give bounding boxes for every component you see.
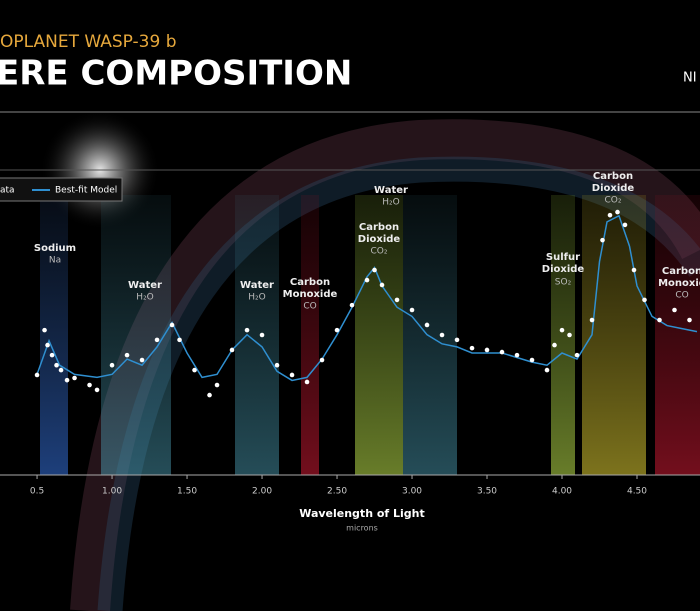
data-point — [42, 327, 47, 333]
data-point — [529, 357, 535, 363]
data-point — [589, 317, 595, 323]
annotation-formula: H₂O — [382, 198, 399, 208]
data-point — [244, 327, 250, 333]
annotation: Dioxide — [592, 183, 635, 194]
annotation: Sodium — [34, 243, 76, 254]
annotation: Water — [374, 185, 408, 196]
data-point — [544, 367, 550, 373]
kicker: OPLANET WASP-39 b — [0, 32, 177, 52]
data-point — [514, 352, 520, 358]
annotation-formula: CO₂ — [605, 196, 622, 206]
data-point — [499, 349, 505, 355]
data-point — [469, 345, 475, 351]
data-point — [600, 237, 605, 243]
x-axis-label: Wavelength of Light — [299, 507, 425, 520]
x-tick-label: 1.50 — [177, 487, 197, 497]
data-point — [364, 277, 370, 283]
x-tick-label: 4.00 — [552, 487, 572, 497]
data-point — [559, 327, 565, 333]
data-point — [394, 297, 400, 303]
data-point — [259, 332, 265, 338]
data-point — [607, 212, 613, 218]
annotation: Water — [128, 280, 162, 291]
annotation-formula: H₂O — [136, 293, 153, 303]
legend-label: ata — [0, 186, 15, 196]
data-point — [58, 367, 64, 373]
data-point — [87, 382, 92, 388]
data-point — [229, 347, 235, 353]
x-tick-label: 0.5 — [30, 487, 44, 497]
data-point — [615, 209, 620, 215]
x-tick-label: 3.00 — [402, 487, 422, 497]
annotation-formula: H₂O — [248, 293, 265, 303]
annotation-formula: CO — [675, 291, 688, 301]
annotation: Monoxide — [283, 289, 338, 300]
data-point — [379, 282, 385, 288]
x-axis-unit: microns — [346, 524, 378, 533]
legend: ata Best-fit Model — [0, 177, 123, 202]
data-point — [349, 302, 355, 308]
data-point — [72, 375, 77, 381]
data-point — [139, 357, 145, 363]
data-point — [154, 337, 160, 343]
annotation: Monoxid — [658, 278, 700, 289]
data-point — [574, 352, 580, 358]
data-point — [622, 222, 628, 228]
data-point — [372, 267, 377, 273]
annotation: Carbon — [662, 266, 700, 277]
data-point — [192, 367, 197, 373]
annotation: Dioxide — [358, 234, 401, 245]
data-point — [64, 377, 70, 383]
data-point — [484, 347, 490, 353]
x-tick-label: 2.50 — [327, 487, 347, 497]
x-tick-label: 4.50 — [627, 487, 647, 497]
data-point — [289, 372, 295, 378]
annotation: Sulfur — [546, 252, 580, 263]
data-point — [49, 352, 55, 358]
data-point — [409, 307, 415, 313]
data-point — [687, 317, 692, 323]
data-point — [567, 332, 572, 338]
data-point — [109, 362, 115, 368]
x-tick-label: 1.00 — [102, 487, 122, 497]
data-point — [642, 297, 647, 303]
data-point — [274, 362, 280, 368]
annotations: Sodium Na Water H₂O Water H₂O Carbon Mon… — [34, 171, 700, 312]
title: ERE COMPOSITION — [0, 54, 352, 94]
data-point — [319, 357, 325, 363]
annotation: Carbon — [593, 171, 633, 182]
data-point — [34, 372, 40, 378]
annotation: Carbon — [359, 222, 399, 233]
annotation: Carbon — [290, 277, 330, 288]
legend-box — [0, 177, 123, 202]
annotation-formula: Na — [49, 256, 61, 266]
data-point — [214, 382, 220, 388]
data-point — [657, 317, 662, 323]
x-tick-label: 3.50 — [477, 487, 497, 497]
data-point — [169, 322, 175, 328]
data-point — [45, 342, 50, 348]
data-point — [454, 337, 460, 343]
data-point — [304, 379, 310, 385]
data-point — [631, 267, 637, 273]
annotation-formula: CO — [303, 302, 316, 312]
data-point — [334, 327, 340, 333]
annotation: Water — [240, 280, 274, 291]
data-point — [439, 332, 445, 338]
data-point — [124, 352, 130, 358]
data-point — [177, 337, 182, 343]
data-point — [54, 362, 59, 368]
data-point — [94, 387, 100, 393]
x-tick-label: 2.00 — [252, 487, 272, 497]
legend-label: Best-fit Model — [55, 186, 117, 196]
data-point — [207, 392, 212, 398]
annotation: Dioxide — [542, 264, 585, 275]
instrument: NI — [683, 71, 697, 86]
annotation-formula: CO₂ — [371, 247, 388, 257]
annotation-formula: SO₂ — [555, 278, 572, 288]
data-point — [552, 342, 557, 348]
data-point — [672, 307, 677, 313]
data-point — [424, 322, 430, 328]
